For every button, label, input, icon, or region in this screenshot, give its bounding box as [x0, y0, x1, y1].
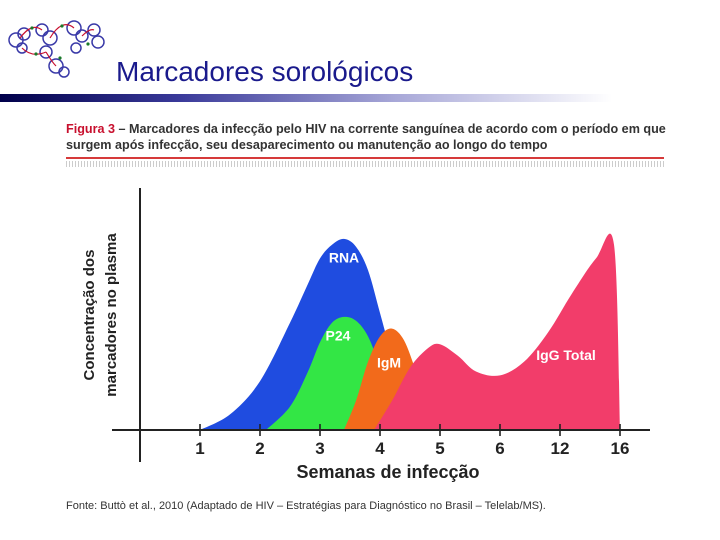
figure-source: Fonte: Buttò et al., 2010 (Adaptado de H… — [66, 500, 546, 512]
x-tick-label: 5 — [435, 439, 444, 458]
figure-caption: Figura 3 – Marcadores da infecção pelo H… — [66, 121, 666, 153]
series-label-igm: IgM — [377, 355, 401, 371]
series-area-igg-total — [374, 233, 620, 430]
x-axis-label: Semanas de infecção — [296, 462, 479, 482]
x-tick-label: 2 — [255, 439, 264, 458]
title-divider-bar — [0, 94, 720, 102]
x-tick-label: 1 — [195, 439, 204, 458]
y-axis-label-line: Concentração dos — [81, 250, 98, 381]
caption-hatch-strip — [66, 161, 664, 167]
x-tick-label: 6 — [495, 439, 504, 458]
y-axis-label-line: marcadores no plasma — [103, 233, 120, 397]
series-label-rna: RNA — [329, 249, 359, 265]
x-tick-label: 16 — [611, 439, 630, 458]
caption-underline — [66, 157, 664, 159]
series-label-igg-total: IgG Total — [536, 347, 596, 363]
x-tick-label: 12 — [551, 439, 570, 458]
figure-caption-text: – Marcadores da infecção pelo HIV na cor… — [66, 122, 666, 152]
slide-title: Marcadores sorológicos — [116, 56, 414, 87]
molecule-logo-icon — [8, 20, 105, 78]
figure-label: Figura 3 — [66, 122, 115, 136]
x-tick-label: 3 — [315, 439, 324, 458]
x-tick-label: 4 — [375, 439, 385, 458]
series-label-p24: P24 — [326, 327, 351, 343]
